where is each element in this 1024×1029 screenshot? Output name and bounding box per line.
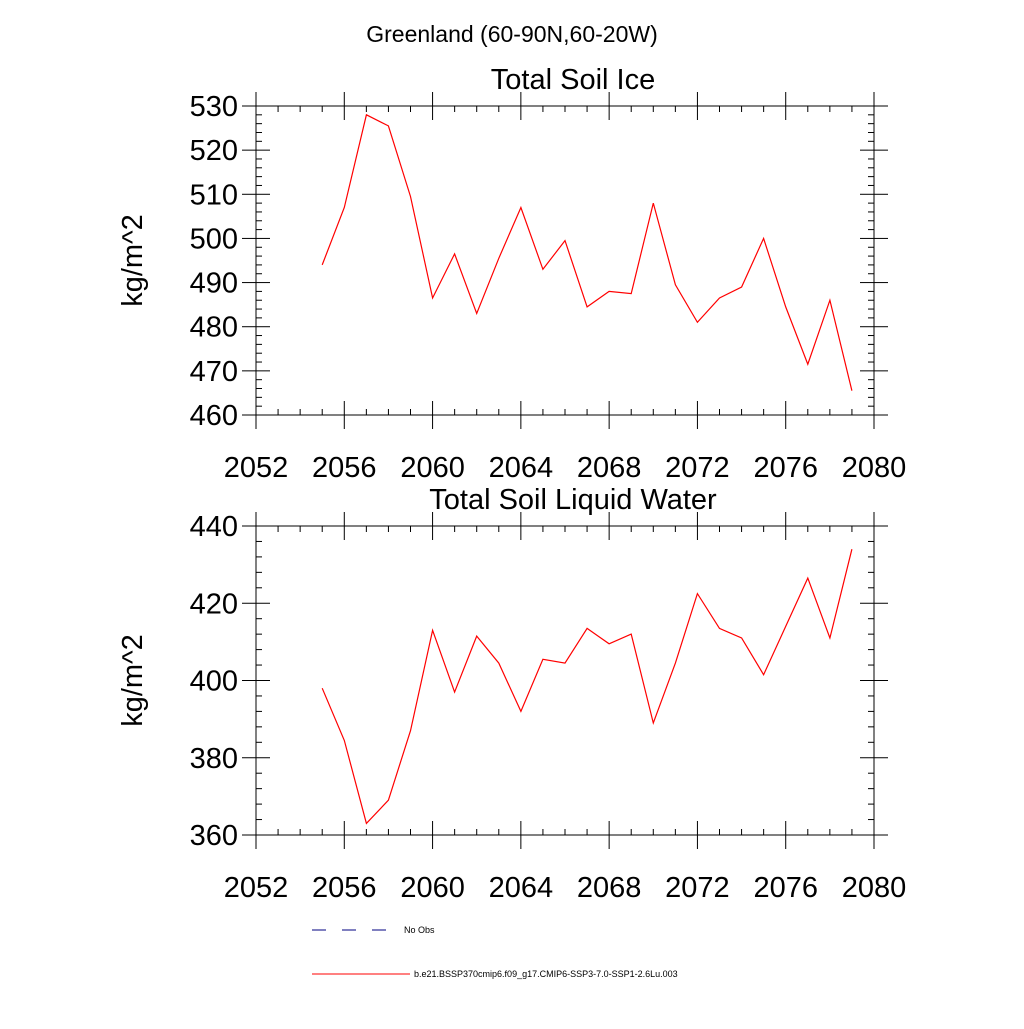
- y-tick-label: 480: [190, 312, 238, 344]
- plot-frame: [255, 105, 875, 416]
- legend-label-2: b.e21.BSSP370cmip6.f09_g17.CMIP6-SSP3-7.…: [414, 969, 678, 979]
- x-tick-label: 2080: [842, 872, 907, 904]
- chart-panel-1: Total Soil Ice 2052 2056 2060 2064 2068 2072 20…: [117, 64, 906, 484]
- figure-title: Greenland (60-90N,60-20W): [366, 21, 657, 47]
- x-tick-label: 2056: [312, 452, 377, 484]
- x-tick-label: 2056: [312, 872, 377, 904]
- y-tick-label: 360: [190, 820, 238, 852]
- x-tick-label: 2052: [224, 452, 289, 484]
- y-tick-label: 440: [190, 511, 238, 543]
- y-axis-label: kg/m^2: [117, 214, 149, 307]
- chart-title: Total Soil Ice: [491, 64, 655, 96]
- y-tick-label: 420: [190, 588, 238, 620]
- x-tick-label: 2068: [577, 452, 642, 484]
- y-tick-label: 400: [190, 666, 238, 698]
- series-line-1: [321, 113, 853, 391]
- y-tick-label: 530: [190, 91, 238, 123]
- y-axis-label: kg/m^2: [117, 634, 149, 727]
- x-tick-label: 2064: [489, 872, 554, 904]
- series-line-1: [321, 549, 853, 825]
- x-tick-label: 2076: [753, 872, 818, 904]
- x-tick-label: 2072: [665, 872, 730, 904]
- plot-frame: [255, 525, 875, 836]
- x-tick-label: 2060: [400, 452, 465, 484]
- chart-panels: Total Soil Ice 2052 2056 2060 2064 2068 2072 20…: [117, 64, 906, 904]
- x-tick-label: 2072: [665, 452, 730, 484]
- y-tick-label: 520: [190, 135, 238, 167]
- y-tick-label: 460: [190, 400, 238, 432]
- x-tick-label: 2060: [400, 872, 465, 904]
- x-tick-label: 2080: [842, 452, 907, 484]
- x-tick-label: 2068: [577, 872, 642, 904]
- legend: No Obs b.e21.BSSP370cmip6.f09_g17.CMIP6-S…: [312, 925, 678, 979]
- x-tick-label: 2052: [224, 872, 289, 904]
- legend-label-1: No Obs: [404, 925, 435, 935]
- x-tick-label: 2076: [753, 452, 818, 484]
- y-tick-label: 510: [190, 179, 238, 211]
- y-tick-label: 470: [190, 356, 238, 388]
- chart-panel-2: Total Soil Liquid Water 2052 2056 2060 2064 2…: [117, 484, 906, 904]
- x-tick-label: 2064: [489, 452, 554, 484]
- chart-title: Total Soil Liquid Water: [429, 484, 717, 516]
- y-tick-label: 490: [190, 268, 238, 300]
- y-tick-label: 380: [190, 743, 238, 775]
- y-tick-label: 500: [190, 223, 238, 255]
